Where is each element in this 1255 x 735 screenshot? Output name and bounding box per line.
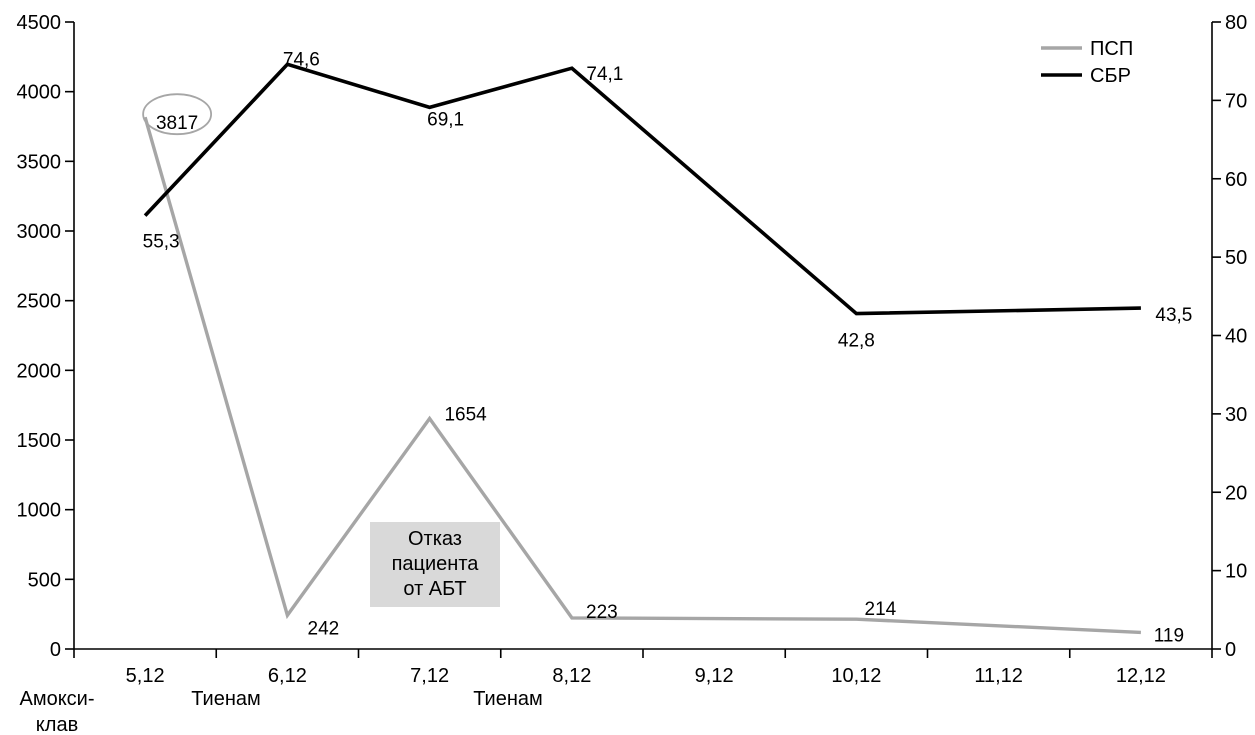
y-tick-label-left: 2000	[17, 360, 62, 382]
y-tick-label-left: 3500	[17, 151, 62, 173]
data-label-psp: 3817	[156, 113, 198, 134]
y-tick-label-left: 0	[50, 639, 61, 661]
x-tick-label: 8,12	[552, 665, 591, 687]
y-tick-label-left: 4500	[17, 12, 62, 34]
x-tick-label: 5,12	[126, 665, 165, 687]
y-tick-label-right: 60	[1225, 169, 1247, 191]
y-tick-label-right: 50	[1225, 247, 1247, 269]
data-label-sbr: 55,3	[143, 232, 180, 253]
data-label-sbr: 74,1	[586, 64, 623, 85]
x-tick-label: 12,12	[1116, 665, 1166, 687]
y-tick-label-right: 0	[1225, 639, 1236, 661]
annotations: Амокси-клав Тиенам Тиенам Отказ пациента от А…	[19, 93, 543, 735]
y-tick-label-left: 3000	[17, 221, 62, 243]
data-label-sbr: 74,6	[283, 49, 320, 70]
axes: 0 500 1000 1500 2000 2500 3000 3500 4000 4500 0 10 2…	[17, 12, 1248, 687]
y-tick-label-right: 40	[1225, 326, 1247, 348]
data-label-sbr: 69,1	[427, 109, 464, 130]
y-tick-label-left: 2500	[17, 291, 62, 313]
data-labels: 3817 242 1654 223 214 119 55,3 74,6 69,1 74,1 42,8…	[143, 49, 1193, 646]
x-tick-label: 11,12	[974, 665, 1023, 687]
x-tick-label: 9,12	[695, 665, 734, 687]
circled-value-ring	[142, 93, 213, 136]
x-tick-label: 10,12	[831, 665, 881, 687]
y-tick-label-right: 10	[1225, 561, 1247, 583]
legend-label: СБР	[1090, 65, 1131, 87]
y-tick-label-right: 80	[1225, 12, 1247, 34]
note-label: пациента	[392, 553, 480, 575]
y-tick-label-left: 500	[28, 569, 61, 591]
y-tick-label-right: 30	[1225, 404, 1247, 426]
data-label-psp: 242	[308, 618, 340, 639]
x-tick-label: 6,12	[268, 665, 307, 687]
legend-label: ПСП	[1090, 38, 1133, 60]
data-label-psp: 214	[865, 599, 897, 620]
y-tick-label-left: 1500	[17, 430, 62, 452]
note-label: Отказ	[408, 528, 462, 550]
series-psp-line	[143, 116, 1141, 635]
data-label-psp: 1654	[444, 405, 487, 426]
data-label-sbr: 42,8	[838, 331, 875, 352]
series-sbr-line	[143, 62, 1141, 316]
note-box	[370, 522, 500, 607]
data-label-psp: 223	[586, 602, 618, 623]
y-tick-label-right: 20	[1225, 482, 1247, 504]
legend: ПСП СБР	[1041, 38, 1133, 87]
y-tick-label-left: 1000	[17, 500, 62, 522]
data-label-sbr: 43,5	[1155, 305, 1192, 326]
treatment-label: Тиенам	[191, 688, 261, 710]
y-tick-label-left: 4000	[17, 82, 62, 104]
y-tick-label-right: 70	[1225, 90, 1247, 112]
note-label: от АБТ	[403, 578, 466, 600]
x-tick-label: 7,12	[410, 665, 449, 687]
treatment-label: Амокси-	[19, 688, 94, 710]
treatment-label: клав	[36, 714, 78, 735]
treatment-label: Тиенам	[473, 688, 543, 710]
data-label-psp: 119	[1154, 625, 1184, 646]
series	[143, 62, 1141, 635]
